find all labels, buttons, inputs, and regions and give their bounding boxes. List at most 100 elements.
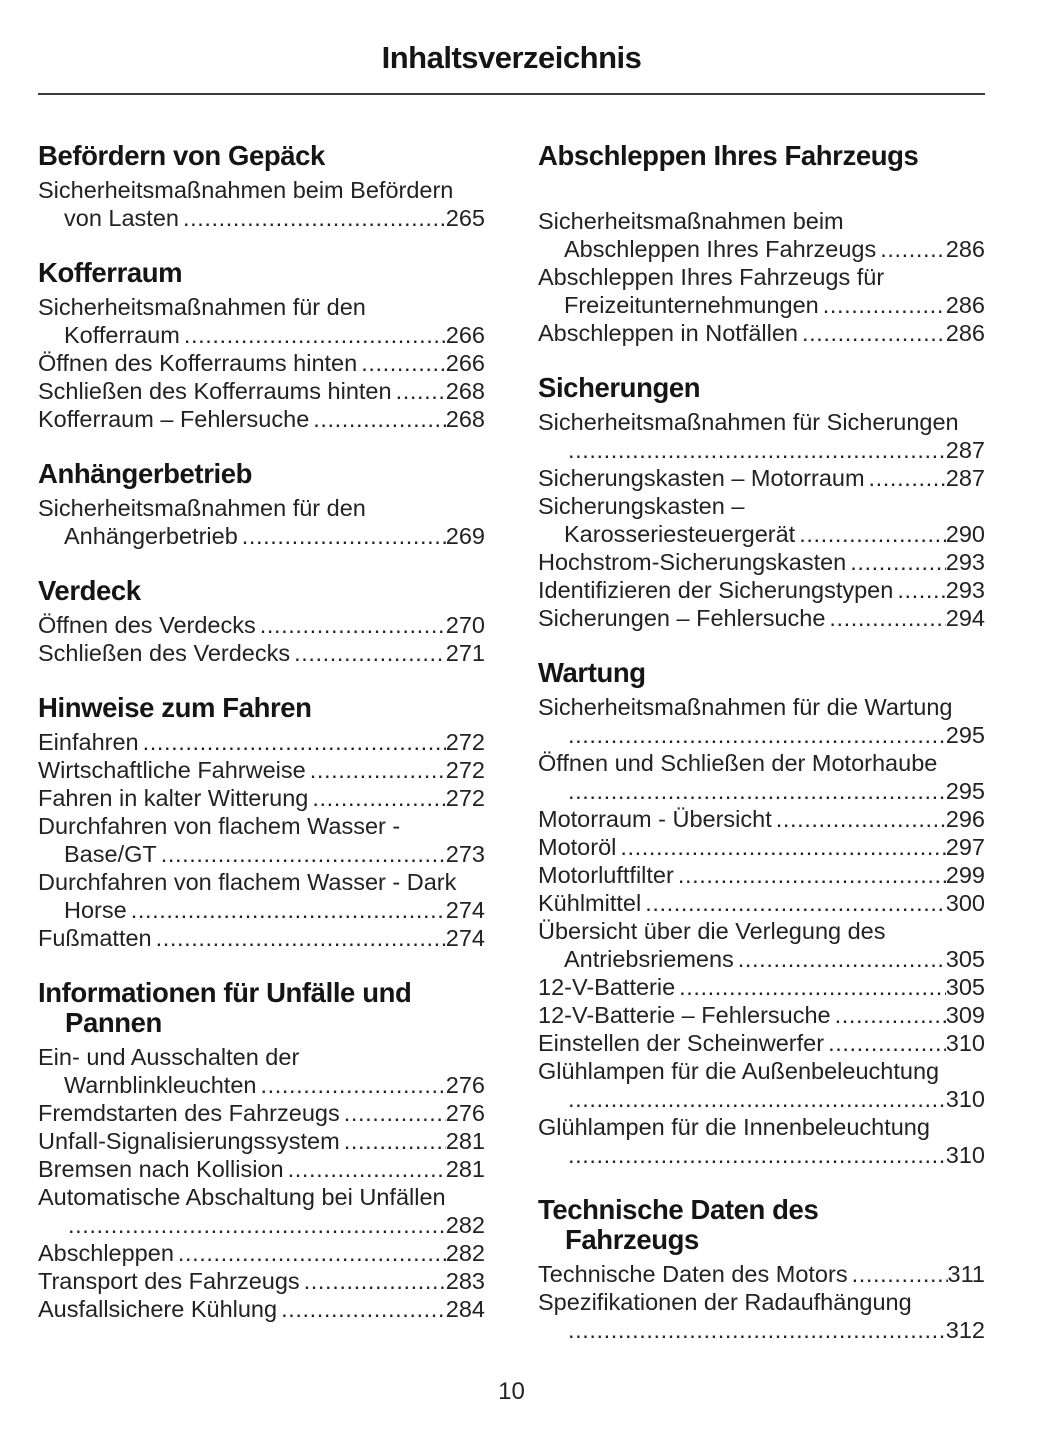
leader-dots: [310, 756, 446, 784]
entry-last-line: Fußmatten 274: [38, 924, 485, 952]
entry-text: 12-V-Batterie – Fehlersuche: [538, 1002, 831, 1028]
toc-entry: Fahren in kalter Witterung 272: [38, 784, 485, 812]
entry-text: Wirtschaftliche Fahrweise: [38, 757, 306, 783]
entry-page-number: 286: [945, 320, 985, 346]
toc-entry: Kofferraum – Fehlersuche 268: [38, 405, 485, 433]
entry-text-line: Sicherheitsmaßnahmen für den: [38, 495, 366, 521]
entry-page-number: 305: [945, 946, 985, 972]
entry-page-number: 309: [945, 1002, 985, 1028]
leader-dots: [568, 777, 946, 805]
entry-last-line: Sicherungskasten – Motorraum 287: [538, 464, 985, 492]
entry-page-number: 268: [445, 378, 485, 404]
toc-entry: Abschleppen 282: [38, 1239, 485, 1267]
entry-last-line: Öffnen des Kofferraums hinten 266: [38, 349, 485, 377]
entry-page-number: 286: [945, 292, 985, 318]
entry-last-line: 12-V-Batterie – Fehlersuche 309: [538, 1001, 985, 1029]
toc-entry: 12-V-Batterie 305: [538, 973, 985, 1001]
entry-page-number: 286: [945, 236, 985, 262]
section-title: Kofferraum: [38, 258, 485, 288]
entry-text-line: Sicherheitsmaßnahmen für den: [38, 294, 366, 320]
toc-entry: Glühlampen für die Innenbeleuchtung 310: [538, 1113, 985, 1169]
leader-dots: [645, 889, 946, 917]
toc-entry: Ausfallsichere Kühlung 284: [38, 1295, 485, 1323]
entry-page-number: 295: [945, 778, 985, 804]
entry-text-line: Glühlampen für die Innenbeleuchtung: [538, 1114, 930, 1140]
entry-page-number: 312: [945, 1317, 985, 1343]
toc-section: Sicherungen Sicherheitsmaßnahmen für Sich…: [538, 373, 985, 632]
entry-text: Fahren in kalter Witterung: [38, 785, 309, 811]
toc-entry: Einstellen der Scheinwerfer 310: [538, 1029, 985, 1057]
page-title: Inhaltsverzeichnis: [381, 40, 642, 75]
entry-page-number: 269: [445, 523, 485, 549]
toc-entry: Öffnen des Verdecks 270: [38, 611, 485, 639]
toc-section: Hinweise zum FahrenEinfahren272Wirtschaf…: [38, 693, 485, 952]
entry-text: Abschleppen in Notfällen: [538, 320, 798, 346]
section-title: Anhängerbetrieb: [38, 459, 485, 489]
toc-entry: Schließen des Verdecks 271: [38, 639, 485, 667]
entry-text: Schließen des Kofferraums hinten: [38, 378, 392, 404]
leader-dots: [799, 520, 946, 548]
toc-entry: Öffnen und Schließen der Motorhaube 295: [538, 749, 985, 805]
toc-section: Kofferraum Sicherheitsmaßnahmen für den Ko…: [38, 258, 485, 433]
entry-text-line: Sicherheitsmaßnahmen für Sicherungen: [538, 409, 959, 435]
entry-page-number: 305: [945, 974, 985, 1000]
toc-entry: Öffnen des Kofferraums hinten 266: [38, 349, 485, 377]
leader-dots: [313, 405, 446, 433]
entry-page-number: 297: [945, 834, 985, 860]
entry-page-number: 310: [945, 1142, 985, 1168]
toc-section: Befördern von Gepäck Sicherheitsmaßnahmen…: [38, 141, 485, 232]
toc-entry: Durchfahren von flachem Wasser -Base/GT 2…: [38, 812, 485, 868]
entry-text: Antriebsriemens: [564, 946, 734, 972]
leader-dots: [568, 1316, 946, 1344]
leader-dots: [829, 604, 945, 632]
entry-text: Sicherungen – Fehlersuche: [538, 605, 826, 631]
entry-last-line: Schließen des Kofferraums hinten 268: [38, 377, 485, 405]
leader-dots: [678, 861, 946, 889]
toc-entry: Sicherungskasten –Karosseriesteuergerät 2…: [538, 492, 985, 548]
entry-last-line: Einfahren 272: [38, 728, 485, 756]
section-title-line: Wartung: [538, 657, 646, 688]
toc-entry: Hochstrom-Sicherungskasten 293: [538, 548, 985, 576]
entry-page-number: 272: [445, 757, 485, 783]
toc-entry: Übersicht über die Verlegung des Antriebs…: [538, 917, 985, 973]
leader-dots: [828, 1029, 946, 1057]
entry-page-number: 281: [445, 1128, 485, 1154]
toc-entry: Kühlmittel 300: [538, 889, 985, 917]
entry-text: Einfahren: [38, 729, 139, 755]
toc-entry: Motorluftfilter 299: [538, 861, 985, 889]
entry-last-line: Motoröl 297: [538, 833, 985, 861]
entry-page-number: 293: [945, 577, 985, 603]
entry-page-number: 266: [445, 350, 485, 376]
leader-dots: [312, 784, 445, 812]
entry-page-number: 274: [445, 925, 485, 951]
entry-text: Motorluftfilter: [538, 862, 674, 888]
entry-last-line: Wirtschaftliche Fahrweise 272: [38, 756, 485, 784]
leader-dots: [242, 522, 446, 550]
entry-last-line: Unfall-Signalisierungssystem 281: [38, 1127, 485, 1155]
entry-last-line: von Lasten 265: [38, 204, 485, 232]
leader-dots: [344, 1099, 446, 1127]
entry-text: Öffnen des Verdecks: [38, 612, 256, 638]
entry-page-number: 276: [445, 1072, 485, 1098]
toc-entry: Wirtschaftliche Fahrweise 272: [38, 756, 485, 784]
toc-entry: Glühlampen für die Außenbeleuchtung310: [538, 1057, 985, 1113]
entry-last-line: 282: [38, 1211, 485, 1239]
leader-dots: [178, 1239, 446, 1267]
entry-last-line: Kofferraum 266: [38, 321, 485, 349]
section-title: Sicherungen: [538, 373, 985, 403]
section-title-line: Fahrzeugs: [565, 1224, 699, 1255]
entry-text-line: Durchfahren von flachem Wasser -: [38, 813, 401, 839]
section-title-line: Befördern von Gepäck: [38, 140, 325, 171]
entry-last-line: Abschleppen Ihres Fahrzeugs 286: [538, 235, 985, 263]
entry-last-line: Ausfallsichere Kühlung 284: [38, 1295, 485, 1323]
entry-last-line: Anhängerbetrieb 269: [38, 522, 485, 550]
leader-dots: [131, 896, 446, 924]
toc-entry: Identifizieren der Sicherungstypen 293: [538, 576, 985, 604]
leader-dots: [184, 321, 446, 349]
entry-last-line: 12-V-Batterie 305: [538, 973, 985, 1001]
entry-text-line: Glühlampen für die Außenbeleuchtung: [538, 1058, 940, 1084]
toc-section: Technische Daten des Fahrzeugs Technische …: [538, 1195, 985, 1344]
entry-page-number: 299: [945, 862, 985, 888]
leader-dots: [802, 319, 946, 347]
leader-dots: [852, 1260, 948, 1288]
